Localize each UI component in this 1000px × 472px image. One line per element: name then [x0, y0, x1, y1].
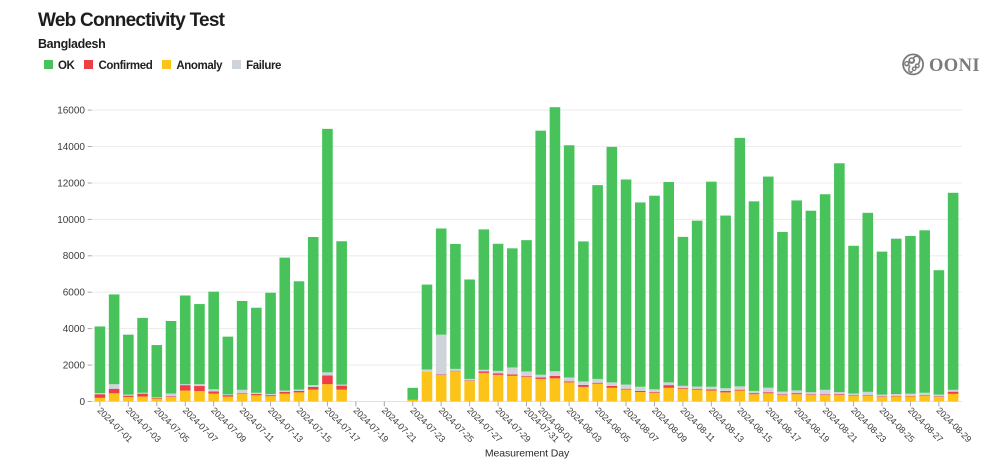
svg-text:14000: 14000 — [57, 142, 85, 153]
svg-text:Measurement Day: Measurement Day — [485, 447, 570, 459]
svg-text:4000: 4000 — [63, 324, 86, 335]
svg-text:12000: 12000 — [57, 178, 85, 189]
svg-text:10000: 10000 — [57, 215, 85, 226]
svg-text:8000: 8000 — [63, 251, 86, 262]
svg-text:0: 0 — [79, 397, 85, 408]
svg-text:16000: 16000 — [57, 106, 85, 117]
svg-text:6000: 6000 — [63, 288, 86, 299]
svg-text:2000: 2000 — [63, 361, 86, 372]
svg-text:OONI: OONI — [929, 56, 980, 76]
